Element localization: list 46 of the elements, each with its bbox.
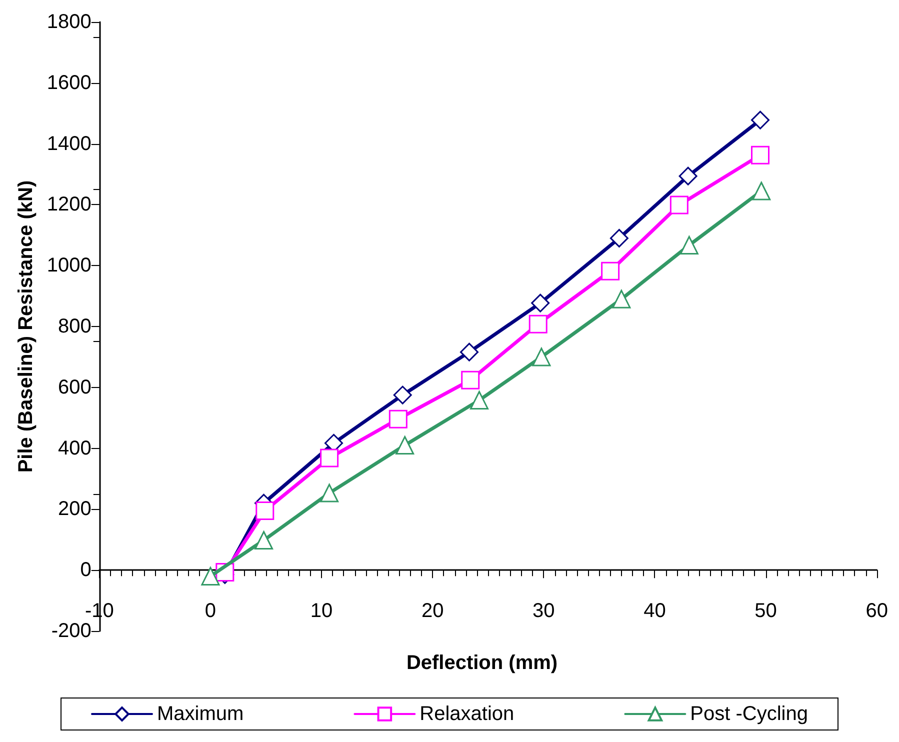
legend-label: Relaxation bbox=[420, 703, 514, 725]
y-tick-label: 400 bbox=[58, 437, 92, 460]
point bbox=[393, 386, 412, 404]
point bbox=[256, 501, 274, 520]
x-tick-label: 10 bbox=[310, 600, 333, 622]
x-tick-label: 50 bbox=[754, 600, 777, 622]
point bbox=[670, 196, 688, 214]
y-axis-title: Pile (Baseline) Resistance (kN) bbox=[15, 180, 37, 473]
point bbox=[678, 166, 698, 186]
point bbox=[531, 294, 550, 312]
y-tick-label: 1000 bbox=[46, 254, 92, 277]
x-tick-label: 60 bbox=[866, 600, 888, 622]
point bbox=[610, 228, 628, 248]
x-tick-label: 0 bbox=[204, 600, 216, 622]
y-tick-label: 1400 bbox=[46, 132, 92, 155]
point bbox=[680, 236, 698, 254]
point bbox=[320, 484, 339, 502]
point bbox=[201, 566, 220, 586]
point bbox=[461, 370, 480, 390]
point bbox=[460, 342, 479, 362]
point bbox=[388, 410, 408, 428]
y-tick-label: -200 bbox=[51, 620, 92, 642]
y-tick-label: 0 bbox=[80, 559, 92, 582]
y-tick-label: 800 bbox=[58, 316, 92, 338]
y-tick-label: 200 bbox=[58, 498, 92, 520]
y-tick-label: 1200 bbox=[46, 194, 92, 216]
x-tick-label: 30 bbox=[532, 600, 555, 622]
x-axis-title: Deflection (mm) bbox=[406, 652, 558, 674]
point bbox=[470, 390, 488, 410]
point bbox=[751, 110, 770, 130]
point bbox=[752, 182, 771, 200]
point bbox=[528, 314, 548, 334]
y-tick-label: 600 bbox=[58, 376, 92, 398]
point bbox=[751, 146, 770, 164]
point bbox=[396, 436, 414, 455]
x-tick-label: 40 bbox=[644, 600, 666, 622]
point bbox=[612, 290, 631, 308]
legend-label: Post -Cycling bbox=[690, 703, 808, 725]
y-tick-label: 1600 bbox=[46, 72, 92, 94]
point bbox=[254, 531, 274, 550]
legend-label: Maximum bbox=[157, 703, 244, 725]
point bbox=[320, 448, 339, 468]
y-tick-label: 1800 bbox=[46, 11, 92, 33]
point bbox=[601, 262, 620, 280]
x-tick-label: 20 bbox=[421, 600, 444, 622]
point bbox=[532, 348, 551, 366]
